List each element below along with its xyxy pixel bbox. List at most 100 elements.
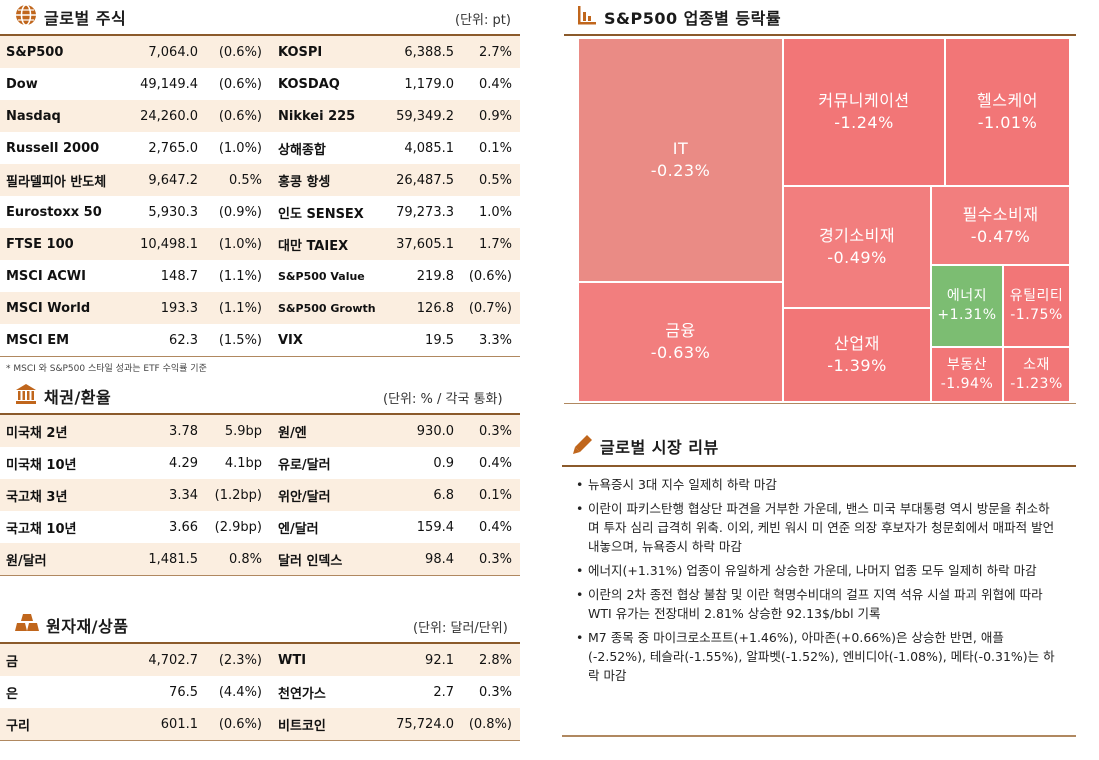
row-change: (1.5%) [206,324,270,356]
divider [0,413,520,415]
table-row: Russell 2000 2,765.0 (1.0%) 상해종합 4,085.1 0.1% [0,132,520,164]
row-name: 비트코인 [270,708,390,740]
tile-value: -0.23% [650,161,711,180]
row-change: 3.3% [462,324,520,356]
table-row: 국고채 3년 3.34 (1.2bp) 위안/달러 6.8 0.1% [0,479,520,511]
row-value: 2.7 [390,676,462,708]
row-change: (1.1%) [206,260,270,292]
row-change: 0.4% [462,511,520,543]
tile-name: 금융 [665,321,696,341]
row-change: (0.6%) [206,100,270,132]
table-row: Eurostoxx 50 5,930.3 (0.9%) 인도 SENSEX 79,273… [0,196,520,228]
tile-value: -1.39% [827,356,887,375]
table-row: 구리 601.1 (0.6%) 비트코인 75,724.0 (0.8%) [0,708,520,740]
divider [0,740,520,741]
row-value: 98.4 [390,543,462,575]
table-row: MSCI EM 62.3 (1.5%) VIX 19.5 3.3% [0,324,520,356]
row-value: 4,702.7 [138,644,206,676]
tile-materials: 소재 -1.23% [1003,347,1070,402]
row-name: 원/달러 [0,543,138,575]
row-value: 2,765.0 [138,132,206,164]
row-value: 9,647.2 [138,164,206,196]
globe-icon [14,3,38,31]
row-change: 0.3% [462,676,520,708]
row-change: 0.1% [462,479,520,511]
footnote: * MSCI 와 S&P500 스타일 성과는 ETF 수익률 기준 [6,364,207,374]
tile-name: 에너지 [946,288,988,305]
row-value: 26,487.5 [390,164,462,196]
sector-map-header: S&P500 업종별 등락률 [576,2,781,32]
tile-industrials: 산업재 -1.39% [783,308,931,402]
row-value: 3.66 [138,511,206,543]
gold-bars-icon [14,611,40,639]
list-item: M7 종목 중 마이크로소프트(+1.46%), 아마존(+0.66%)은 상승… [576,628,1060,685]
row-value: 219.8 [390,260,462,292]
row-name: 달러 인덱스 [270,543,390,575]
table-row: MSCI ACWI 148.7 (1.1%) S&P500 Value 219.8 (0.… [0,260,520,292]
row-change: (0.7%) [462,292,520,324]
row-value: 59,349.2 [390,100,462,132]
market-review-header: 글로벌 시장 리뷰 [572,431,719,461]
table-row: Dow 49,149.4 (0.6%) KOSDAQ 1,179.0 0.4% [0,68,520,100]
row-value: 193.3 [138,292,206,324]
section-title-global-stocks: 글로벌 주식 [44,9,127,28]
table-row: 필라델피아 반도체 9,647.2 0.5% 홍콩 항셍 26,487.5 0.5% [0,164,520,196]
pencil-icon [572,433,594,459]
row-change: (2.9bp) [206,511,270,543]
row-name: 국고채 10년 [0,511,138,543]
table-row: 미국채 2년 3.78 5.9bp 원/엔 930.0 0.3% [0,415,520,447]
row-name: S&P500 Value [270,260,390,292]
row-name: 엔/달러 [270,511,390,543]
row-value: 76.5 [138,676,206,708]
row-change: 2.7% [462,36,520,68]
global-stocks-header: 글로벌 주식 [14,2,126,32]
tile-value: -1.94% [940,375,994,392]
row-name: Dow [0,68,138,100]
row-value: 75,724.0 [390,708,462,740]
divider [0,642,520,644]
row-change: (0.6%) [206,708,270,740]
row-name: MSCI ACWI [0,260,138,292]
row-change: (1.2bp) [206,479,270,511]
row-value: 3.34 [138,479,206,511]
tile-name: 부동산 [946,356,988,373]
table-row: S&P500 7,064.0 (0.6%) KOSPI 6,388.5 2.7% [0,36,520,68]
tile-name: 산업재 [834,334,880,354]
row-name: WTI [270,644,390,676]
global-stocks-table: S&P500 7,064.0 (0.6%) KOSPI 6,388.5 2.7% Dow 49… [0,36,520,356]
row-change: 2.8% [462,644,520,676]
row-value: 1,179.0 [390,68,462,100]
row-name: KOSDAQ [270,68,390,100]
row-name: 필라델피아 반도체 [0,164,138,196]
table-row: 금 4,702.7 (2.3%) WTI 92.1 2.8% [0,644,520,676]
list-item: 이란의 2차 종전 협상 불참 및 이란 혁명수비대의 걸프 지역 석유 시설 … [576,585,1060,623]
row-change: 1.7% [462,228,520,260]
tile-value: -1.24% [834,113,894,132]
row-value: 5,930.3 [138,196,206,228]
row-change: 0.5% [462,164,520,196]
row-value: 49,149.4 [138,68,206,100]
tile-name: 커뮤니케이션 [818,91,910,111]
row-value: 92.1 [390,644,462,676]
row-value: 19.5 [390,324,462,356]
unit-label: (단위: pt) [455,13,511,28]
tile-value: -1.23% [1010,375,1063,392]
row-change: 0.4% [462,447,520,479]
divider [564,34,1076,36]
row-value: 1,481.5 [138,543,206,575]
section-title-commodities: 원자재/상품 [46,617,129,636]
row-name: 대만 TAIEX [270,228,390,260]
section-title-sector-map: S&P500 업종별 등락률 [604,9,782,28]
market-review-list: 뉴욕증시 3대 지수 일제히 하락 마감 이란이 파키스탄행 협상단 파견을 거… [562,467,1076,685]
divider [0,575,520,576]
row-change: 0.3% [462,415,520,447]
unit-label: (단위: 달러/단위) [413,621,508,636]
row-name: S&P500 [0,36,138,68]
unit-label: (단위: % / 각국 통화) [383,392,503,407]
tile-communication: 커뮤니케이션 -1.24% [783,38,945,186]
row-name: MSCI EM [0,324,138,356]
row-value: 601.1 [138,708,206,740]
row-value: 930.0 [390,415,462,447]
row-value: 126.8 [390,292,462,324]
row-value: 6.8 [390,479,462,511]
